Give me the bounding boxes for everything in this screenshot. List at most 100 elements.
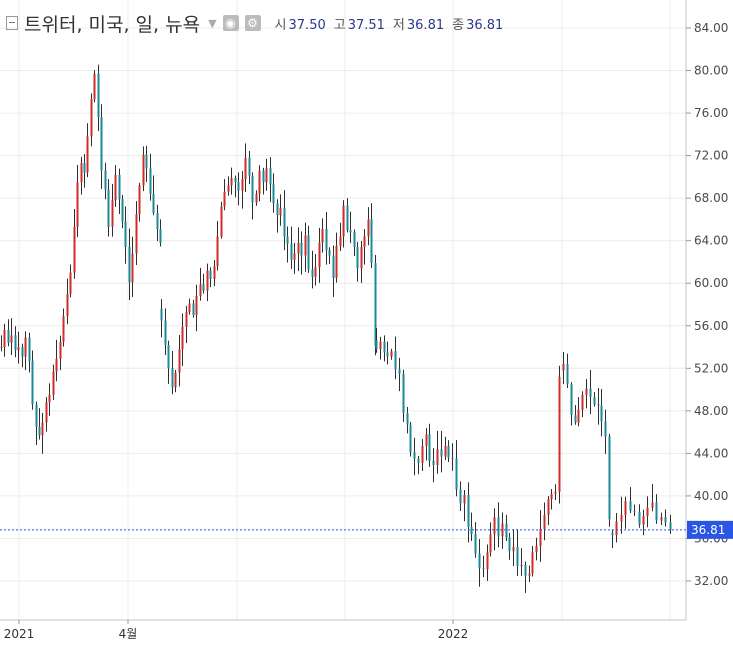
chart-grid	[0, 0, 686, 620]
candle-body	[608, 436, 611, 520]
candle-body	[638, 511, 641, 525]
candle-body	[7, 330, 10, 343]
candle-body	[227, 185, 230, 192]
last-price-label: 36.81	[691, 523, 725, 537]
candle-body	[272, 184, 275, 204]
x-tick-label: 2021	[4, 627, 35, 641]
candle-body	[593, 397, 596, 405]
candle-body	[10, 335, 13, 343]
candle-body	[171, 368, 174, 388]
candle-body	[482, 568, 485, 570]
candle-body	[128, 247, 131, 283]
gear-icon[interactable]: ⚙	[244, 15, 261, 31]
candle-body	[321, 228, 324, 243]
candle-body	[290, 243, 293, 260]
price-axis: 84.00 80.00 76.00 72.00 68.00 64.00 60.00 56.00…	[686, 21, 728, 588]
candle-body	[181, 326, 184, 350]
candle-body	[440, 449, 443, 457]
candle-body	[48, 394, 51, 403]
candle-body	[100, 117, 103, 171]
candle-body	[512, 546, 515, 552]
ohlc-low: 저 36.81	[392, 17, 445, 33]
candle-body	[597, 404, 600, 406]
candle-body	[550, 493, 553, 500]
candle-body	[195, 295, 198, 316]
candle-body	[574, 415, 577, 423]
eye-icon[interactable]: ◉	[222, 15, 239, 31]
candle-body	[297, 242, 300, 254]
candle-body	[451, 457, 454, 459]
candle-body	[508, 537, 511, 552]
candle-body	[265, 168, 268, 183]
y-tick-label: 68.00	[694, 191, 728, 205]
candle-body	[325, 228, 328, 251]
candle-body	[135, 214, 138, 254]
candle-body	[59, 341, 62, 359]
candle-body	[467, 494, 470, 527]
chevron-down-icon[interactable]: ▼	[208, 16, 217, 30]
candle-body	[581, 394, 584, 410]
candle-body	[248, 157, 251, 176]
candle-body	[35, 404, 38, 427]
candle-body	[463, 494, 466, 504]
candle-body	[375, 339, 378, 350]
candle-body	[251, 175, 254, 203]
candle-body	[531, 552, 534, 574]
candle-body	[421, 445, 424, 463]
ohlc-open: 시 37.50	[274, 17, 326, 33]
candle-body	[73, 226, 76, 273]
candle-body	[669, 522, 672, 530]
candle-body	[31, 360, 34, 405]
x-tick-label: 2022	[438, 627, 469, 641]
candle-body	[349, 230, 352, 233]
candle-body	[0, 347, 3, 349]
collapse-icon[interactable]	[6, 16, 18, 30]
candle-body	[286, 236, 289, 244]
candle-body	[213, 266, 216, 279]
candle-body	[152, 193, 155, 214]
candle-body	[342, 205, 345, 237]
candle-body	[220, 206, 223, 237]
candle-body	[577, 409, 580, 423]
candle-body	[493, 517, 496, 535]
candle-body	[470, 526, 473, 535]
candle-body	[283, 207, 286, 237]
candle-body	[202, 284, 205, 291]
candle-body	[138, 185, 141, 215]
candle-body	[241, 179, 244, 191]
candle-body	[45, 402, 48, 423]
candle-body	[370, 219, 373, 264]
candle-body	[216, 236, 219, 267]
candle-body	[664, 517, 667, 523]
candle-body	[589, 388, 592, 398]
candle-body	[406, 412, 409, 425]
candle-body	[28, 337, 31, 361]
candle-body	[379, 341, 382, 350]
candle-body	[167, 344, 170, 369]
candle-body	[83, 163, 86, 173]
candle-body	[311, 269, 314, 277]
y-tick-label: 52.00	[694, 361, 728, 375]
candle-body	[114, 174, 117, 201]
candle-body	[269, 168, 272, 185]
candle-body	[185, 311, 188, 327]
candle-body	[444, 445, 447, 457]
candle-body	[156, 213, 159, 229]
candle-body	[164, 320, 167, 345]
candle-body	[159, 228, 162, 243]
candle-body	[642, 516, 645, 525]
candle-body	[66, 293, 69, 317]
candle-body	[209, 270, 212, 279]
candle-body	[570, 384, 573, 416]
candle-body	[394, 351, 397, 370]
candle-body	[367, 219, 370, 237]
candle-body	[363, 236, 366, 248]
candle-body	[374, 263, 377, 346]
candle-body	[558, 376, 561, 492]
symbol-title: 트위터, 미국, 일, 뉴욕	[24, 13, 201, 36]
ohlc-close: 종 36.81	[452, 17, 504, 33]
candle-body	[520, 565, 523, 567]
candle-body	[409, 424, 412, 453]
candle-body	[459, 489, 462, 504]
